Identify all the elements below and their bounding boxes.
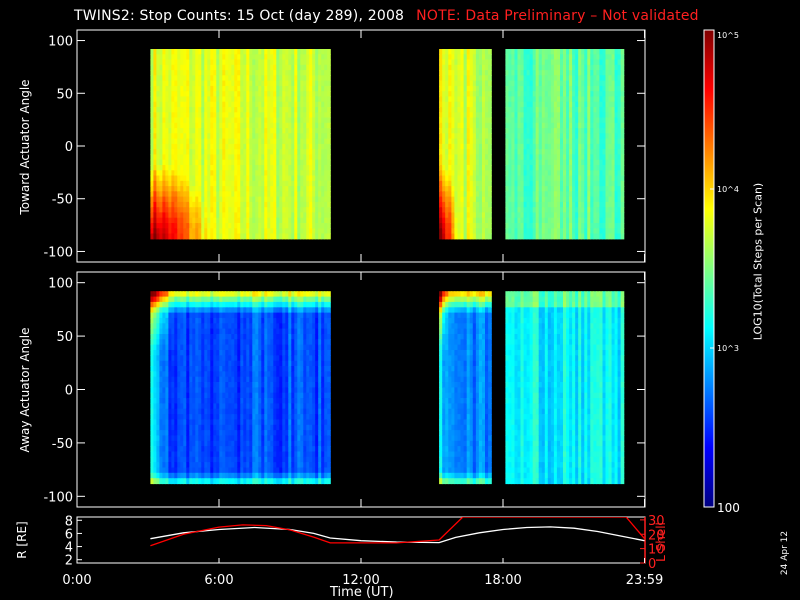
toward-ytick-label: 50 bbox=[56, 87, 73, 102]
away-ytick-label: 100 bbox=[48, 277, 73, 292]
toward-ytick-label: -50 bbox=[52, 193, 73, 208]
away-ytick-label: 50 bbox=[56, 330, 73, 345]
toward-ytick-label: 0 bbox=[65, 140, 73, 155]
orbit-series-r bbox=[150, 526, 645, 544]
x-tick-label: 18:00 bbox=[484, 573, 521, 588]
away-ytick-label: 0 bbox=[65, 384, 73, 399]
title-main: TWINS2: Stop Counts: 15 Oct (day 289), 2… bbox=[74, 8, 405, 24]
away-ytick-label: -50 bbox=[52, 437, 73, 452]
colorbar-tick-label: 10^5 bbox=[717, 31, 739, 40]
toward-ytick-label: 100 bbox=[48, 35, 73, 50]
orbit-right-tick-label: 10 bbox=[648, 543, 665, 558]
x-axis-label: Time (UT) bbox=[330, 585, 394, 600]
orbit-left-tick-label: 6 bbox=[65, 527, 73, 542]
x-tick-label: 0:00 bbox=[62, 573, 91, 588]
orbit-frame bbox=[76, 516, 646, 564]
x-tick-label: 6:00 bbox=[204, 573, 233, 588]
x-tick-label: 12:00 bbox=[342, 573, 379, 588]
orbit-left-tick-label: 8 bbox=[65, 514, 73, 529]
toward-segment bbox=[439, 49, 492, 240]
plot-title: TWINS2: Stop Counts: 15 Oct (day 289), 2… bbox=[74, 8, 699, 24]
colorbar-gradient bbox=[703, 29, 715, 508]
colorbar: 10^5 10^4 10^3 100 bbox=[703, 29, 740, 515]
away-ytick-label: -100 bbox=[43, 490, 73, 505]
away-panel: 100 50 0 -50 -100 bbox=[43, 271, 646, 508]
x-tick-label: 23:59 bbox=[626, 573, 663, 588]
toward-segment bbox=[150, 49, 331, 240]
orbit-right-tick-label: 20 bbox=[648, 528, 665, 543]
orbit-left-tick-label: 2 bbox=[65, 554, 73, 569]
orbit-series-l-shell bbox=[150, 517, 645, 547]
colorbar-tick-label: 100 bbox=[717, 501, 740, 515]
colorbar-tick-label: 10^3 bbox=[717, 344, 739, 353]
colorbar-tick-label: 10^4 bbox=[717, 185, 739, 194]
away-segment bbox=[505, 291, 625, 485]
toward-ytick-label: -100 bbox=[43, 245, 73, 260]
orbit-right-tick-label: 0 bbox=[648, 557, 656, 572]
toward-panel: 100 50 0 -50 -100 bbox=[43, 29, 646, 263]
away-segment bbox=[439, 291, 492, 485]
away-segment bbox=[150, 291, 331, 485]
orbit-left-tick-label: 4 bbox=[65, 541, 73, 556]
title-note: NOTE: Data Preliminary – Not validated bbox=[416, 8, 699, 24]
orbit-right-tick-label: 30 bbox=[648, 514, 665, 529]
toward-segment bbox=[505, 49, 625, 240]
